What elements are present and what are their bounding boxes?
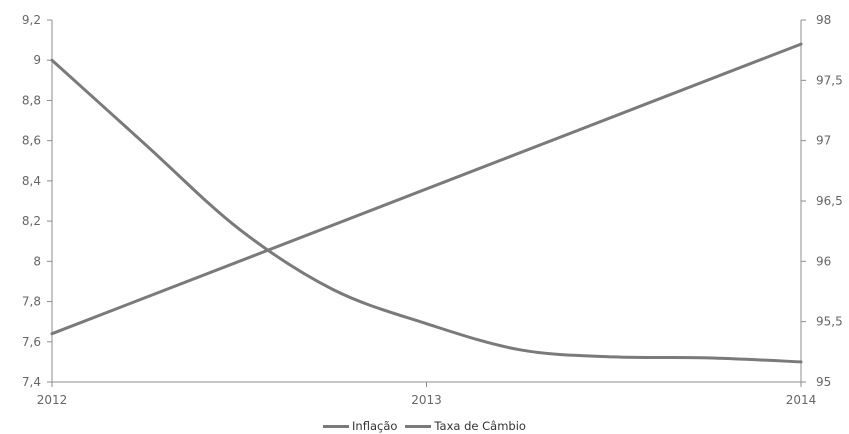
legend-label-taxa-de-cambio: Taxa de Câmbio [434,419,526,433]
series-line-inflacao [50,58,803,364]
right-tick-label: 96,5 [816,194,843,208]
x-tick-label: 2013 [411,393,442,407]
legend-label-inflacao: Inflação [352,419,398,433]
legend-swatch-taxa-de-cambio [405,424,432,428]
left-tick-label: 8,8 [22,93,41,107]
left-tick-label: 7,8 [22,295,41,309]
x-tick-label: 2014 [786,393,817,407]
left-tick-label: 8,6 [22,134,41,148]
left-tick-label: 9,2 [22,13,41,27]
legend-swatch-inflacao [323,424,350,428]
left-tick-label: 7,6 [22,335,41,349]
legend-item-inflacao: Inflação [323,419,397,433]
left-tick-label: 7,4 [22,375,41,389]
right-tick-label: 96 [816,254,831,268]
right-tick-label: 95 [816,375,831,389]
x-tick-label: 2012 [37,393,68,407]
left-tick-label: 8 [33,254,41,268]
right-tick-label: 97 [816,134,831,148]
legend-item-taxa-de-cambio: Taxa de Câmbio [405,419,526,433]
right-tick-label: 97,5 [816,73,843,87]
left-tick-label: 8,4 [22,174,41,188]
left-tick-label: 8,2 [22,214,41,228]
series-line-taxa-de-cambio [50,42,803,336]
left-tick-label: 9 [33,53,41,67]
right-tick-label: 98 [816,13,831,27]
right-tick-label: 95,5 [816,315,843,329]
chart-legend: Inflação Taxa de Câmbio [0,419,849,433]
